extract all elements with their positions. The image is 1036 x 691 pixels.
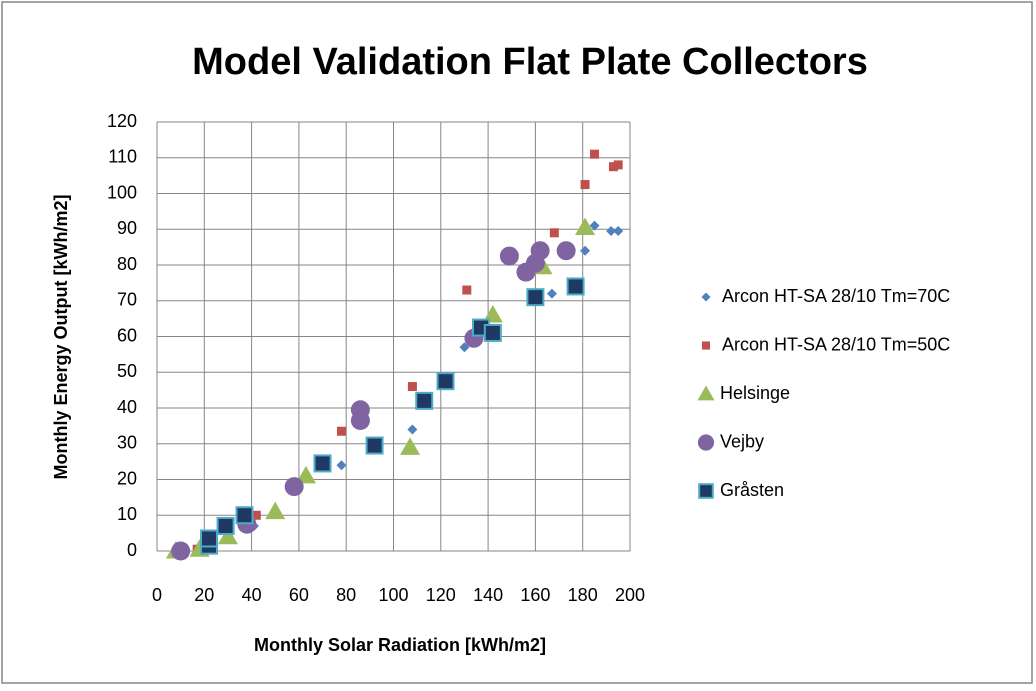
y-tick-label: 0 [127,540,137,560]
point [284,477,304,497]
point [313,454,332,473]
point [462,285,472,295]
x-tick-label: 40 [242,585,262,605]
x-tick-label: 160 [520,585,550,605]
point [589,220,600,231]
legend-swatch [701,292,711,302]
x-tick-label: 200 [615,585,645,605]
point [265,501,286,520]
y-tick-label: 30 [117,433,137,453]
point [336,460,347,471]
y-tick-label: 110 [108,147,137,167]
point [606,226,617,237]
point [483,323,502,342]
point [400,437,421,455]
point [436,372,455,391]
point [407,424,418,435]
point [566,277,585,296]
legend-swatch [698,483,714,499]
point [365,436,384,455]
point [526,288,545,307]
x-tick-label: 0 [152,585,162,605]
point [613,226,624,237]
point [216,516,235,535]
point [336,426,346,436]
legend-label: Arcon HT-SA 28/10 Tm=70C [722,286,950,306]
legend-label: Helsinge [720,383,790,403]
x-tick-label: 180 [568,585,598,605]
point [407,382,417,392]
y-axis-label: Monthly Energy Output [kWh/m2] [51,195,71,480]
point [499,246,519,266]
x-tick-label: 100 [378,585,408,605]
y-tick-label: 40 [117,397,137,417]
legend-label: Vejby [720,431,764,451]
legend-swatch [697,385,715,401]
point [350,411,370,431]
point [200,529,219,548]
x-tick-label: 60 [289,585,309,605]
point [171,541,191,561]
point [546,288,557,299]
y-tick-label: 50 [117,361,137,381]
y-tick-label: 20 [117,468,137,488]
x-tick-label: 20 [194,585,214,605]
point [556,241,576,261]
point [530,241,550,261]
y-tick-label: 100 [107,182,137,202]
point [482,305,503,323]
point [580,245,591,256]
point [251,510,261,520]
point [590,149,600,159]
legend-swatch [697,434,715,451]
point [613,160,623,170]
x-axis-label: Monthly Solar Radiation [kWh/m2] [254,635,546,655]
y-tick-label: 90 [117,218,137,238]
point [549,228,559,238]
chart-title: Model Validation Flat Plate Collectors [192,41,868,83]
legend-label: Arcon HT-SA 28/10 Tm=50C [722,334,950,354]
legend-swatch [701,341,711,350]
y-tick-label: 80 [117,254,137,274]
point [575,217,596,235]
point [580,180,590,190]
y-tick-label: 120 [107,111,137,131]
point [295,465,316,484]
point [415,391,434,410]
y-tick-label: 60 [117,325,137,345]
y-tick-label: 10 [117,504,137,524]
y-tick-label: 70 [117,290,137,310]
legend-label: Gråsten [720,480,784,500]
x-tick-label: 80 [336,585,356,605]
point [608,162,618,172]
point [217,526,238,545]
x-tick-label: 120 [426,585,456,605]
point [235,506,254,525]
x-tick-label: 140 [473,585,503,605]
